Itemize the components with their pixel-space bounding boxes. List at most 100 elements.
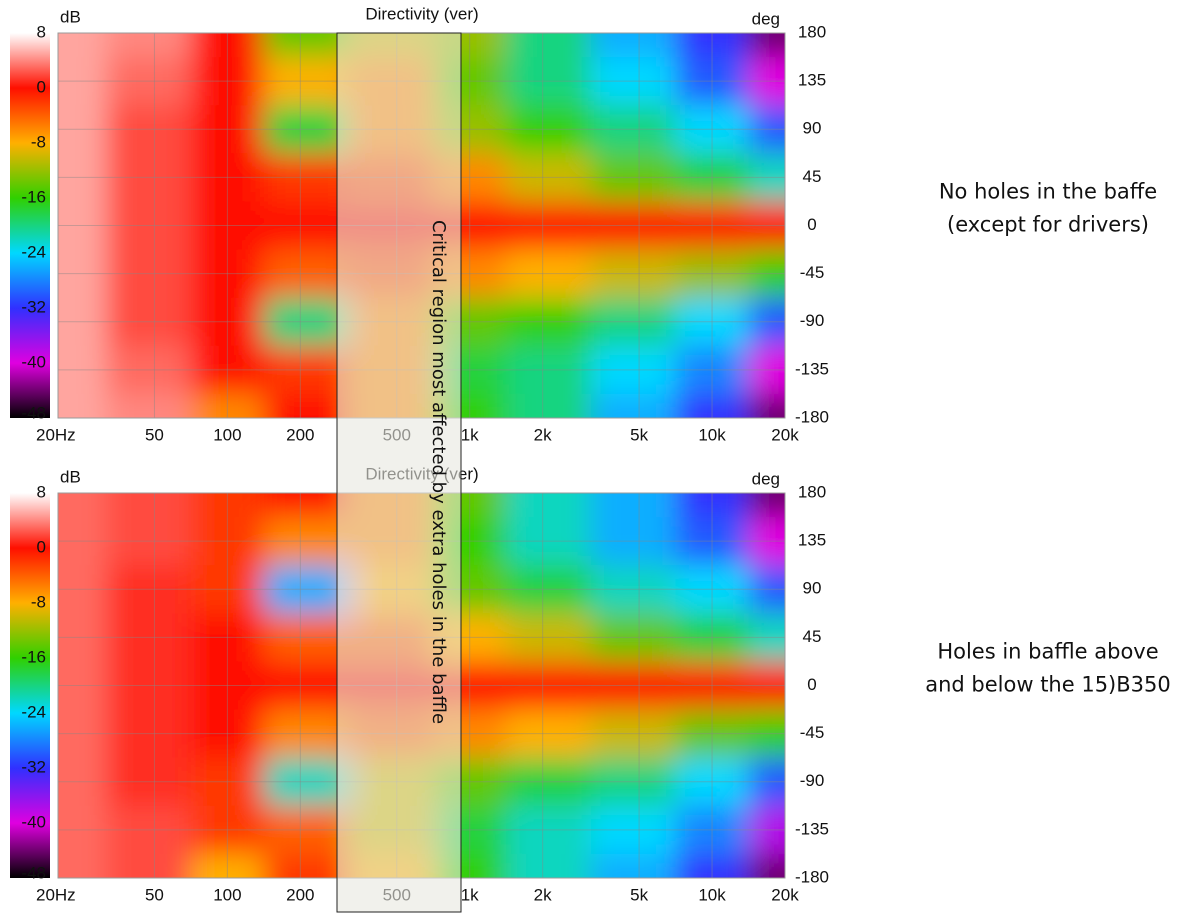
y-tick-label: 135: [798, 71, 826, 90]
colorbar-label: dB: [60, 7, 81, 26]
heatmap-cell: [506, 661, 592, 711]
heatmap-cell: [263, 345, 350, 395]
colorbar-tick-label: -32: [21, 757, 46, 776]
heatmap-cell: [748, 105, 785, 155]
heatmap-cell: [190, 105, 265, 155]
heatmap-cell: [675, 153, 750, 203]
heatmap-cell: [106, 709, 192, 759]
colorbar-tick-label: -48: [21, 403, 46, 422]
heatmap-cell: [58, 393, 108, 418]
x-tick-label: 1k: [461, 425, 479, 444]
heatmap-cell: [506, 853, 592, 878]
heatmap-cell: [106, 393, 192, 418]
note-text: (except for drivers): [947, 213, 1149, 237]
heatmap-cell: [675, 565, 750, 615]
region-box: [336, 32, 462, 913]
heatmap-cell: [106, 57, 192, 107]
heatmap-cell: [675, 661, 750, 711]
heatmap-cell: [190, 57, 265, 107]
heatmap-cell: [590, 565, 677, 615]
heatmap-cell: [748, 493, 785, 519]
heatmap-cell: [590, 249, 677, 299]
heatmap-cell: [590, 805, 677, 855]
heatmap-cell: [263, 105, 350, 155]
heatmap-cell: [190, 565, 265, 615]
x-tick-label: 1k: [461, 885, 479, 904]
heatmap-cell: [675, 393, 750, 418]
y-tick-label: -135: [795, 359, 829, 378]
y-tick-label: 45: [803, 167, 822, 186]
directivity-chart: 20Hz501002005001k2k5k10k20k18013590450-4…: [10, 464, 1171, 904]
heatmap-cell: [506, 57, 592, 107]
heatmap-cell: [106, 153, 192, 203]
colorbar-label: dB: [60, 467, 81, 486]
heatmap-cell: [590, 345, 677, 395]
heatmap-cell: [748, 249, 785, 299]
x-tick-label: 50: [145, 425, 164, 444]
heatmap-cell: [506, 297, 592, 347]
colorbar-tick-label: 0: [37, 537, 46, 556]
note-text: No holes in the baffe: [939, 180, 1157, 204]
heatmap-cell: [506, 249, 592, 299]
heatmap-cell: [263, 153, 350, 203]
colorbar-tick-label: -8: [31, 592, 46, 611]
heatmap-cell: [263, 33, 350, 59]
heatmap-cell: [58, 33, 108, 59]
heatmap-cell: [58, 345, 108, 395]
heatmap-cell: [748, 565, 785, 615]
x-tick-label: 20k: [771, 885, 799, 904]
heatmap-cell: [58, 853, 108, 878]
heatmap-cell: [190, 153, 265, 203]
x-tick-label: 100: [213, 425, 241, 444]
x-tick-label: 10k: [698, 425, 726, 444]
heatmap-cell: [106, 613, 192, 663]
x-tick-label: 20Hz: [36, 885, 76, 904]
heatmap-cell: [263, 853, 350, 878]
y-tick-label: -180: [795, 407, 829, 426]
heatmap-cell: [590, 33, 677, 59]
heatmap-cell: [58, 613, 108, 663]
heatmap-cell: [58, 153, 108, 203]
note-text: and below the 15)B350: [925, 673, 1171, 697]
x-tick-label: 200: [286, 425, 314, 444]
heatmap-cell: [590, 297, 677, 347]
heatmap-cell: [506, 345, 592, 395]
x-tick-label: 10k: [698, 885, 726, 904]
heatmap-cell: [748, 661, 785, 711]
y-tick-label: -90: [800, 311, 825, 330]
heatmap-cell: [675, 613, 750, 663]
heatmap-cell: [675, 345, 750, 395]
heatmap-cell: [106, 493, 192, 519]
y-tick-label: -135: [795, 819, 829, 838]
heatmap-cell: [590, 661, 677, 711]
heatmap-cell: [58, 249, 108, 299]
heatmap-cell: [748, 853, 785, 878]
heatmap-cell: [58, 201, 108, 251]
heatmap-cell: [58, 493, 108, 519]
heatmap-cell: [263, 517, 350, 567]
heatmap-cell: [506, 493, 592, 519]
heatmap-cell: [506, 757, 592, 807]
heatmap-cell: [106, 105, 192, 155]
heatmap-cell: [590, 613, 677, 663]
heatmap-cell: [106, 517, 192, 567]
heatmap-cell: [506, 805, 592, 855]
heatmap-cell: [590, 709, 677, 759]
x-tick-label: 5k: [630, 885, 648, 904]
heatmap-cell: [190, 493, 265, 519]
heatmap-cell: [58, 57, 108, 107]
heatmap-cell: [506, 393, 592, 418]
y-tick-label: 0: [807, 215, 816, 234]
y-tick-label: 90: [803, 579, 822, 598]
x-tick-label: 50: [145, 885, 164, 904]
x-tick-label: 2k: [534, 425, 552, 444]
heatmap-cell: [263, 297, 350, 347]
colorbar-tick-label: -48: [21, 863, 46, 882]
heatmap-cell: [190, 297, 265, 347]
colorbar-tick-label: -32: [21, 297, 46, 316]
heatmap-cell: [675, 297, 750, 347]
heatmap-cell: [106, 661, 192, 711]
heatmap-cell: [263, 709, 350, 759]
heatmap-cell: [106, 853, 192, 878]
